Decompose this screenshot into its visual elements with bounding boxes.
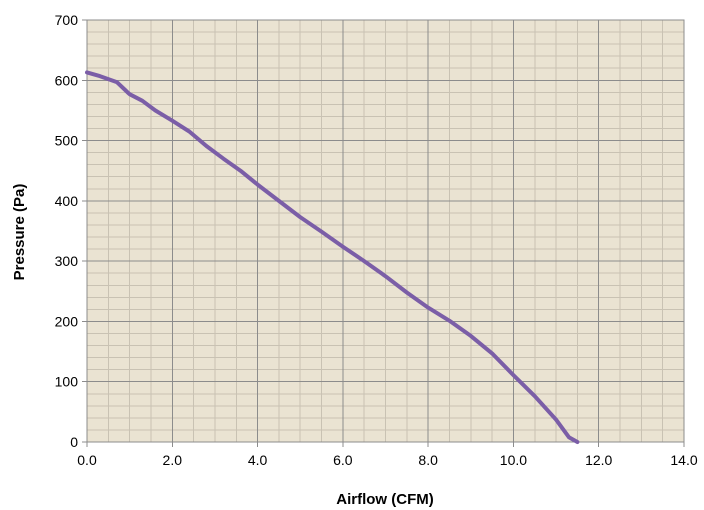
y-tick-label: 500 bbox=[55, 133, 79, 149]
y-axis-title: Pressure (Pa) bbox=[11, 184, 28, 281]
x-tick-labels: 0.0 2.0 4.0 6.0 8.0 10.0 12.0 14.0 bbox=[77, 452, 698, 468]
x-axis-title: Airflow (CFM) bbox=[336, 491, 433, 508]
y-tick-label: 0 bbox=[70, 434, 78, 450]
y-tick-label: 400 bbox=[55, 193, 79, 209]
x-tick-label: 0.0 bbox=[77, 452, 97, 468]
y-tick-labels: 0 100 200 300 400 500 600 700 bbox=[55, 12, 79, 450]
minor-grid bbox=[87, 20, 684, 442]
x-tick-label: 12.0 bbox=[585, 452, 612, 468]
y-tick-label: 300 bbox=[55, 253, 79, 269]
x-tick-label: 4.0 bbox=[248, 452, 268, 468]
y-tick-label: 600 bbox=[55, 72, 79, 88]
x-tick-label: 6.0 bbox=[333, 452, 353, 468]
y-tick-label: 100 bbox=[55, 374, 79, 390]
plot-frame bbox=[86, 19, 685, 443]
x-tick-label: 8.0 bbox=[418, 452, 438, 468]
x-tick-label: 2.0 bbox=[163, 452, 183, 468]
y-tick-label: 700 bbox=[55, 12, 79, 28]
y-tick-label: 200 bbox=[55, 313, 79, 329]
x-tick-label: 14.0 bbox=[670, 452, 697, 468]
x-tick-label: 10.0 bbox=[500, 452, 527, 468]
series-line bbox=[85, 70, 580, 444]
